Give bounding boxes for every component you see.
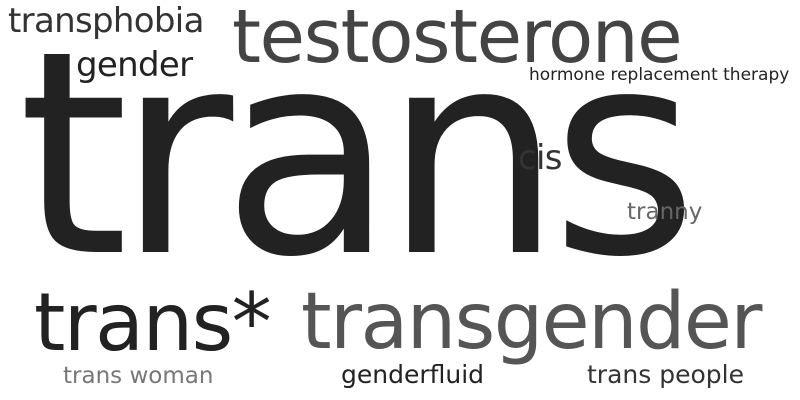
- word-transphobia: transphobia: [8, 1, 204, 41]
- word-cis: cis: [518, 138, 563, 178]
- word-trans-star: trans*: [34, 276, 272, 369]
- word-trans-woman: trans woman: [63, 363, 214, 389]
- word-genderfluid: genderfluid: [341, 360, 485, 389]
- word-tranny: tranny: [627, 199, 703, 225]
- word-trans-people: trans people: [587, 360, 744, 389]
- word-testosterone: testosterone: [232, 0, 683, 80]
- word-hormone-replacement-therapy: hormone replacement therapy: [529, 65, 790, 85]
- word-transgender: transgender: [301, 277, 762, 367]
- word-trans: trans: [18, 0, 698, 319]
- word-gender: gender: [76, 45, 193, 85]
